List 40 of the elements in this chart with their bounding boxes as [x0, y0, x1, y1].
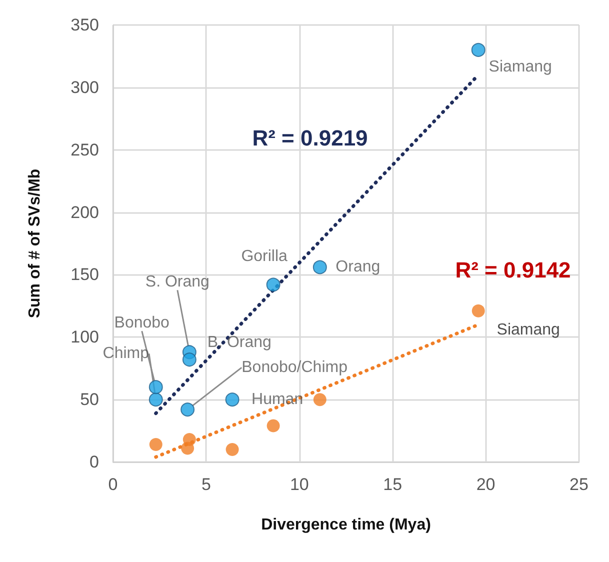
point: [226, 443, 239, 456]
y-tick-label: 200: [70, 202, 99, 222]
point: [225, 392, 240, 407]
y-tick-label: 350: [70, 16, 99, 34]
x-tick-label: 10: [290, 475, 309, 494]
x-tick-label: 20: [476, 475, 496, 494]
data-label: Orang: [336, 258, 380, 276]
point: [180, 402, 195, 417]
point: [181, 442, 194, 455]
y-tick-label: 50: [80, 390, 99, 410]
x-tick-label: 15: [383, 475, 402, 494]
y-tick-label: 150: [70, 265, 99, 284]
point: [472, 304, 485, 318]
x-tick-label: 25: [570, 475, 588, 494]
y-tick-label: 100: [70, 328, 99, 347]
data-label: S. Orang: [145, 274, 210, 291]
y-tick-label: 300: [70, 78, 99, 97]
data-label: Gorilla: [241, 248, 288, 266]
point: [182, 352, 196, 367]
data-label: Bonobo: [114, 314, 170, 332]
y-tick-label: 0: [90, 452, 99, 472]
x-axis-title: Divergence time (Mya): [261, 516, 431, 534]
point: [266, 419, 280, 432]
y-tick-label: 250: [70, 140, 99, 160]
point: [148, 392, 163, 407]
point: [149, 438, 162, 452]
point: [313, 393, 326, 406]
annotation: R² = 0.9142: [455, 258, 571, 282]
data-label: Siamang: [488, 58, 552, 76]
point: [471, 42, 486, 57]
point: [312, 260, 327, 274]
x-tick-label: 0: [108, 475, 118, 494]
point: [266, 278, 280, 292]
data-label: B. Orang: [207, 334, 272, 352]
point: [148, 380, 163, 394]
x-tick-label: 5: [201, 475, 211, 494]
y-axis-title: Sum of # of SVs/Mb: [26, 168, 44, 318]
data-label: Bonobo/Chimp: [242, 359, 348, 376]
data-label: Siamang: [496, 321, 560, 338]
annotation: R² = 0.9219: [252, 126, 368, 150]
